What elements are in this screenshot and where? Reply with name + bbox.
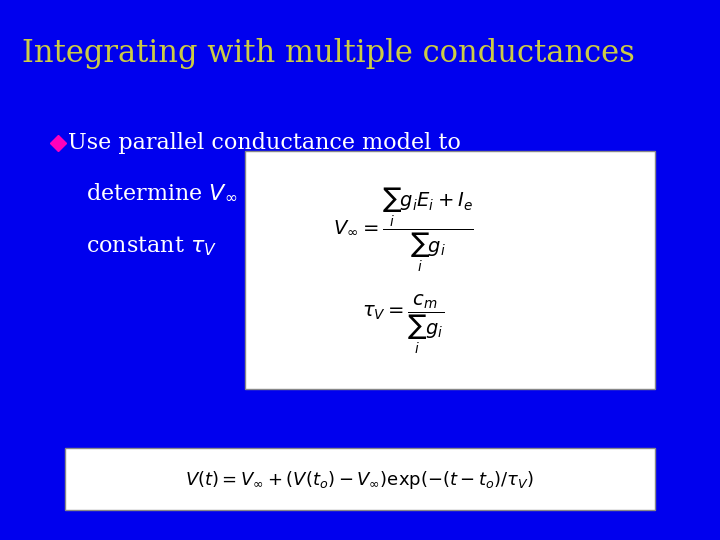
Text: Use parallel conductance model to: Use parallel conductance model to [68, 132, 462, 154]
Text: determine $V_{\infty}$  and dynamic membrane time: determine $V_{\infty}$ and dynamic membr… [86, 181, 582, 207]
FancyBboxPatch shape [245, 151, 655, 389]
Text: $V(t) = V_{\infty} + (V(t_o) - V_{\infty})\exp(-(t - t_o)/\tau_V)$: $V(t) = V_{\infty} + (V(t_o) - V_{\infty… [186, 469, 534, 490]
Text: $V_{\infty} = \dfrac{\sum_i g_i E_i + I_e}{\sum_i g_i}$: $V_{\infty} = \dfrac{\sum_i g_i E_i + I_… [333, 185, 474, 274]
Text: $\tau_V = \dfrac{c_m}{\sum_i g_i}$: $\tau_V = \dfrac{c_m}{\sum_i g_i}$ [362, 292, 444, 356]
Text: constant $\tau_V$: constant $\tau_V$ [86, 234, 217, 258]
FancyBboxPatch shape [65, 448, 655, 510]
Text: Integrating with multiple conductances: Integrating with multiple conductances [22, 38, 634, 69]
